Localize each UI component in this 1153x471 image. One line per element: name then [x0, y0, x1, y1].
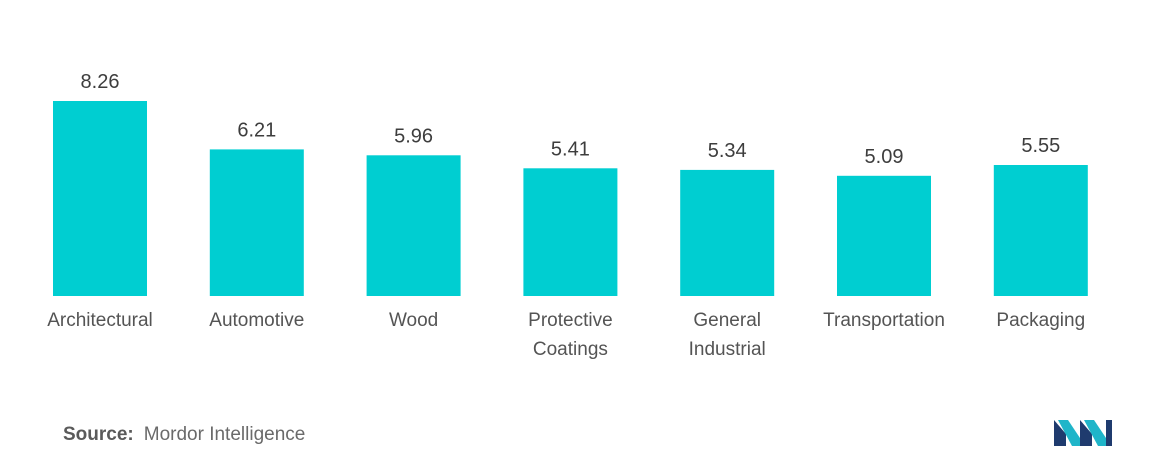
source-label: Source:: [63, 424, 134, 445]
value-label: 5.96: [394, 125, 433, 147]
category-label: Packaging: [996, 310, 1085, 331]
source-text: Mordor Intelligence: [143, 424, 306, 445]
mordor-intelligence-logo-icon: [1054, 420, 1112, 446]
value-label: 5.41: [551, 138, 590, 160]
bar: [209, 149, 304, 296]
source-note: Source: Mordor Intelligence: [63, 424, 305, 446]
bar: [523, 168, 618, 296]
bars-group: [53, 101, 1088, 296]
category-label: Coatings: [533, 339, 608, 360]
bar: [53, 101, 147, 296]
value-label: 6.21: [237, 119, 276, 141]
bar: [993, 165, 1088, 296]
category-label: Transportation: [823, 310, 945, 331]
value-label: 5.09: [865, 146, 904, 168]
bar: [366, 155, 461, 296]
category-label: Industrial: [689, 339, 766, 360]
category-label: Protective: [528, 310, 612, 331]
value-label: 5.34: [708, 140, 747, 162]
category-label: Automotive: [209, 310, 304, 331]
category-label: Wood: [389, 310, 438, 331]
value-label: 8.26: [81, 71, 120, 93]
category-label: General: [693, 310, 761, 331]
category-label: Architectural: [47, 310, 153, 331]
bar: [837, 175, 931, 296]
value-labels-group: 8.26 6.21 5.96 5.41 5.34 5.09 5.55: [81, 71, 1061, 168]
value-label: 5.55: [1021, 135, 1060, 157]
bar: [680, 169, 775, 296]
category-labels-group: Architectural Automotive Wood Protective Coa…: [47, 310, 1085, 360]
bar-chart: 8.26 6.21 5.96 5.41 5.34 5.09 5.55 Architectur…: [47, 71, 1088, 360]
